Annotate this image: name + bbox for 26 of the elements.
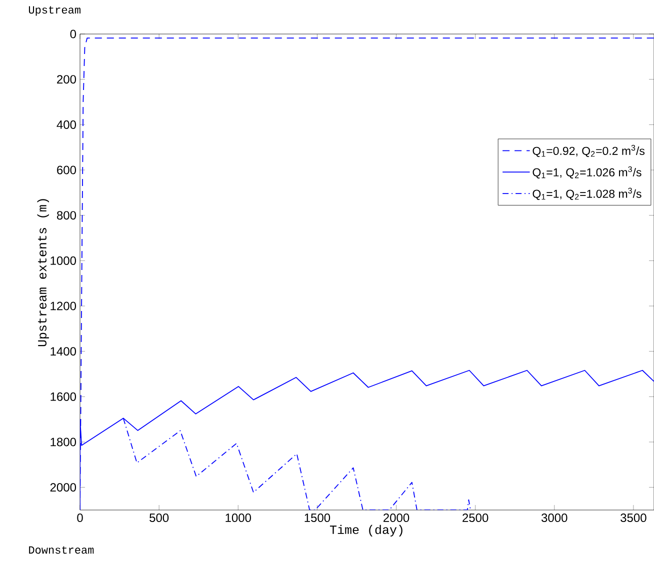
legend-label: Q$_{1}$=0.92, Q$_{2}$=0.2 m$^{3}$/s	[532, 144, 645, 158]
y-tick-label: 1600	[50, 392, 76, 401]
x-tick-label: 1500	[304, 514, 330, 522]
x-tick-label: 500	[150, 514, 169, 522]
legend-label: Q$_{1}$=1, Q$_{2}$=1.026 m$^{3}$/s	[532, 166, 642, 178]
x-tick-label: 1000	[226, 514, 251, 522]
x-tick-label: 2000	[384, 514, 410, 522]
x-tick-label: 3000	[541, 514, 568, 522]
y-tick-label: 1400	[50, 347, 76, 356]
x-tick-label: 2500	[462, 514, 488, 522]
text: Downstream	[29, 546, 94, 554]
x-axis-title: Time (day)	[330, 524, 402, 537]
y-tick-label: 800	[56, 211, 76, 220]
y-tick-label: 400	[56, 120, 76, 129]
y-axis-title: Upstream extents (m)	[37, 199, 49, 346]
y-tick-label: 0	[70, 30, 76, 38]
y-tick-label: 200	[57, 75, 76, 84]
y-tick-label: 1000	[50, 256, 76, 265]
text: Upstream	[28, 6, 80, 16]
x-tick-label: 3500	[620, 514, 646, 522]
y-tick-label: 1200	[50, 302, 76, 310]
y-tick-label: 2000	[50, 483, 76, 492]
x-tick-label: 0	[77, 514, 83, 522]
y-tick-label: 1800	[50, 438, 76, 446]
y-tick-label: 600	[57, 166, 76, 174]
legend-label: Q$_{1}$=1, Q$_{2}$=1.028 m$^{3}$/s	[532, 188, 642, 200]
